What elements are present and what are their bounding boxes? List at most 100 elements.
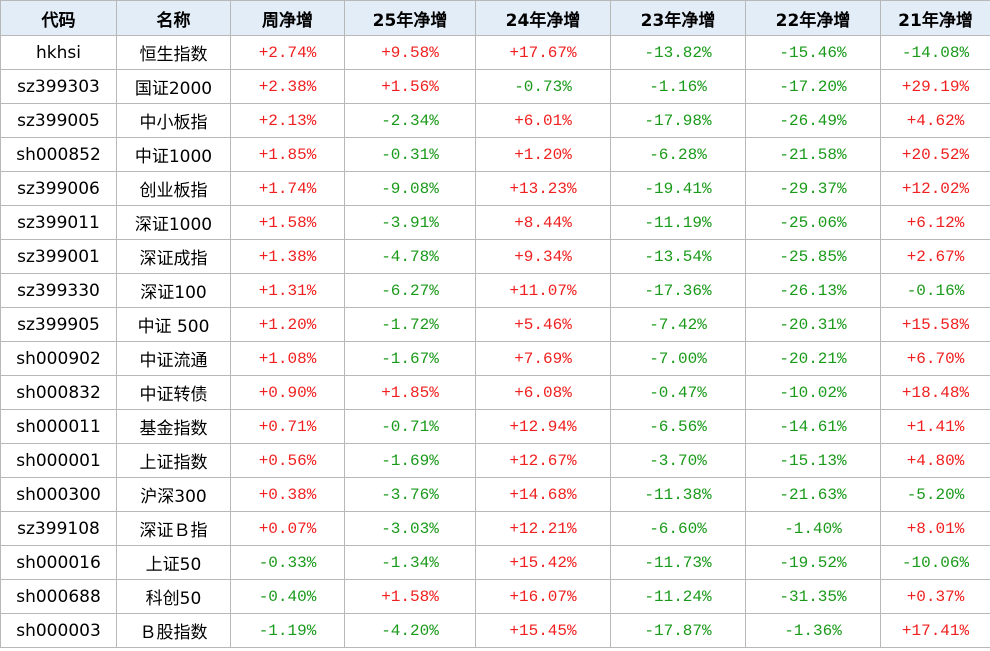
change-cell: +1.85% <box>344 375 476 410</box>
name-cell: 深证100 <box>116 273 231 308</box>
change-cell: +4.62% <box>880 103 990 138</box>
change-cell: -25.85% <box>745 239 881 274</box>
change-cell: +11.07% <box>475 273 611 308</box>
code-cell: sh000300 <box>0 477 117 512</box>
change-cell: +13.23% <box>475 171 611 206</box>
change-cell: +2.74% <box>230 35 345 70</box>
name-cell: 沪深300 <box>116 477 231 512</box>
change-cell: -1.16% <box>610 69 746 104</box>
change-cell: +0.90% <box>230 375 345 410</box>
name-cell: 创业板指 <box>116 171 231 206</box>
change-cell: -21.63% <box>745 477 881 512</box>
table-row: sz399905 中证 500 +1.20% -1.72% +5.46% -7.42% -2… <box>0 307 990 342</box>
code-cell: sz399001 <box>0 239 117 274</box>
code-cell: sz399108 <box>0 511 117 546</box>
change-cell: +1.85% <box>230 137 345 172</box>
change-cell: +9.58% <box>344 35 476 70</box>
change-cell: +9.34% <box>475 239 611 274</box>
code-cell: sz399006 <box>0 171 117 206</box>
change-cell: -0.71% <box>344 409 476 444</box>
change-cell: -1.72% <box>344 307 476 342</box>
change-cell: +8.44% <box>475 205 611 240</box>
change-cell: +1.20% <box>475 137 611 172</box>
name-cell: 恒生指数 <box>116 35 231 70</box>
code-cell: sz399011 <box>0 205 117 240</box>
change-cell: -0.47% <box>610 375 746 410</box>
change-cell: -1.40% <box>745 511 881 546</box>
change-cell: -6.56% <box>610 409 746 444</box>
change-cell: +6.08% <box>475 375 611 410</box>
change-cell: -0.16% <box>880 273 990 308</box>
name-cell: 中小板指 <box>116 103 231 138</box>
change-cell: +4.80% <box>880 443 990 478</box>
change-cell: +12.67% <box>475 443 611 478</box>
change-cell: +12.02% <box>880 171 990 206</box>
table-row: sh000003 Ｂ股指数 -1.19% -4.20% +15.45% -17.87% -1… <box>0 613 990 648</box>
code-cell: hkhsi <box>0 35 117 70</box>
code-cell: sh000001 <box>0 443 117 478</box>
change-cell: -10.02% <box>745 375 881 410</box>
change-cell: +0.38% <box>230 477 345 512</box>
table-row: sz399108 深证Ｂ指 +0.07% -3.03% +12.21% -6.60% -1.… <box>0 511 990 546</box>
change-cell: -14.08% <box>880 35 990 70</box>
change-cell: -5.20% <box>880 477 990 512</box>
change-cell: -31.35% <box>745 579 881 614</box>
change-cell: +16.07% <box>475 579 611 614</box>
code-cell: sh000016 <box>0 545 117 580</box>
change-cell: +15.45% <box>475 613 611 648</box>
change-cell: -11.19% <box>610 205 746 240</box>
name-cell: 深证1000 <box>116 205 231 240</box>
change-cell: +6.12% <box>880 205 990 240</box>
table-row: sh000902 中证流通 +1.08% -1.67% +7.69% -7.00% -20.… <box>0 341 990 376</box>
change-cell: -6.60% <box>610 511 746 546</box>
code-cell: sh000852 <box>0 137 117 172</box>
change-cell: +15.42% <box>475 545 611 580</box>
change-cell: -1.34% <box>344 545 476 580</box>
code-cell: sh000011 <box>0 409 117 444</box>
table-row: sh000300 沪深300 +0.38% -3.76% +14.68% -11.38% -… <box>0 477 990 512</box>
change-cell: -7.00% <box>610 341 746 376</box>
change-cell: +29.19% <box>880 69 990 104</box>
change-cell: -9.08% <box>344 171 476 206</box>
code-cell: sz399905 <box>0 307 117 342</box>
change-cell: -11.73% <box>610 545 746 580</box>
header-cell: 23年净增 <box>610 0 746 36</box>
change-cell: +2.38% <box>230 69 345 104</box>
name-cell: 中证1000 <box>116 137 231 172</box>
change-cell: -11.38% <box>610 477 746 512</box>
table-row: sz399001 深证成指 +1.38% -4.78% +9.34% -13.54% -25… <box>0 239 990 274</box>
change-cell: -20.31% <box>745 307 881 342</box>
change-cell: -1.67% <box>344 341 476 376</box>
header-cell: 周净增 <box>230 0 345 36</box>
table-row: sh000016 上证50 -0.33% -1.34% +15.42% -11.73% -1… <box>0 545 990 580</box>
table-row: sh000852 中证1000 +1.85% -0.31% +1.20% -6.28% -2… <box>0 137 990 172</box>
change-cell: -19.52% <box>745 545 881 580</box>
change-cell: +1.58% <box>230 205 345 240</box>
change-cell: +7.69% <box>475 341 611 376</box>
change-cell: +20.52% <box>880 137 990 172</box>
change-cell: -14.61% <box>745 409 881 444</box>
code-cell: sh000003 <box>0 613 117 648</box>
change-cell: -3.76% <box>344 477 476 512</box>
table-row: sh000832 中证转债 +0.90% +1.85% +6.08% -0.47% -10.… <box>0 375 990 410</box>
code-cell: sz399303 <box>0 69 117 104</box>
header-cell: 21年净增 <box>880 0 990 36</box>
change-cell: +1.38% <box>230 239 345 274</box>
change-cell: +15.58% <box>880 307 990 342</box>
change-cell: -21.58% <box>745 137 881 172</box>
code-cell: sh000688 <box>0 579 117 614</box>
change-cell: +14.68% <box>475 477 611 512</box>
header-cell: 25年净增 <box>344 0 476 36</box>
header-cell: 24年净增 <box>475 0 611 36</box>
change-cell: -3.91% <box>344 205 476 240</box>
change-cell: -25.06% <box>745 205 881 240</box>
code-cell: sh000832 <box>0 375 117 410</box>
change-cell: -13.82% <box>610 35 746 70</box>
change-cell: -3.70% <box>610 443 746 478</box>
table-row: sh000001 上证指数 +0.56% -1.69% +12.67% -3.70% -15… <box>0 443 990 478</box>
change-cell: +1.58% <box>344 579 476 614</box>
change-cell: +2.67% <box>880 239 990 274</box>
table-row: hkhsi 恒生指数 +2.74% +9.58% +17.67% -13.82% -15.4… <box>0 35 990 70</box>
